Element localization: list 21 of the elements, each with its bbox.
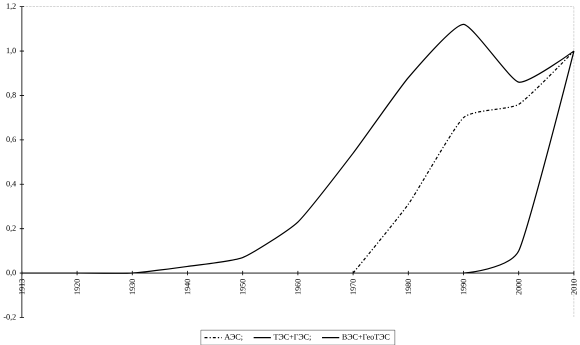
y-tick-label: 0,8 xyxy=(6,92,16,99)
y-tick-label: -0,2 xyxy=(4,314,16,321)
y-tick-label: 0,4 xyxy=(6,180,16,188)
x-tick-label: 1980 xyxy=(406,278,412,294)
legend-label: ТЭС+ГЭС; xyxy=(274,334,311,341)
y-tick-label: 0,0 xyxy=(6,270,16,276)
x-tick-label: 1960 xyxy=(295,278,301,294)
x-tick-label: 1950 xyxy=(240,278,246,294)
y-tick-label: 1,2 xyxy=(6,3,16,10)
legend-label: АЭС; xyxy=(224,334,242,341)
legend-label: ВЭС+ГеоТЭС xyxy=(342,334,390,340)
x-tick-label: 1940 xyxy=(184,278,190,294)
x-tick-label: 1930 xyxy=(130,278,136,294)
y-tick-label: 0,2 xyxy=(6,225,16,232)
x-tick-label: 1970 xyxy=(350,278,356,294)
x-tick-label: 2000 xyxy=(516,278,522,294)
y-tick-label: 1,0 xyxy=(6,48,16,54)
y-tick-label: 0,6 xyxy=(6,136,16,144)
x-tick-label: 1990 xyxy=(460,278,466,294)
x-tick-label: 1920 xyxy=(74,278,80,294)
x-tick-label: 2010 xyxy=(571,278,577,294)
